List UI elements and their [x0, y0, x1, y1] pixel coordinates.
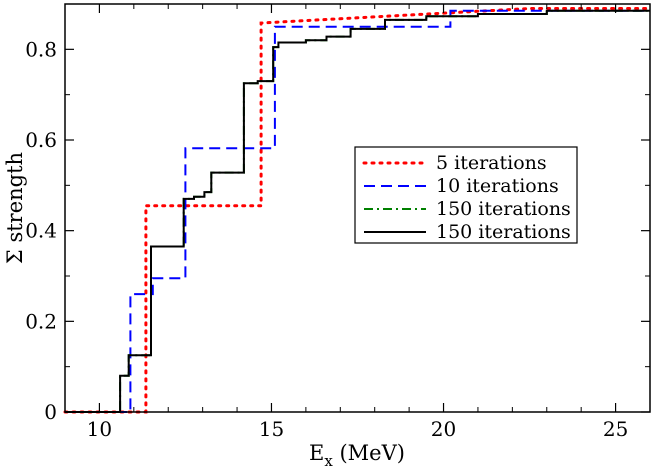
legend-label-1: 5 iterations	[436, 152, 547, 174]
y-tick-label: 0.2	[25, 309, 57, 333]
tick-labels: 10 15 20 25 0 0.2 0.4 0.6 0.8	[25, 37, 628, 441]
legend-label-4: 150 iterations	[436, 221, 571, 243]
y-tick-label: 0.6	[25, 128, 57, 152]
legend-box	[354, 146, 578, 244]
plot-series	[63, 7, 652, 414]
plot-frame	[64, 3, 651, 413]
y-tick-label: 0	[44, 400, 57, 424]
x-tick-label: 20	[431, 417, 456, 441]
x-tick-label: 25	[603, 417, 628, 441]
x-tick-label: 15	[259, 417, 284, 441]
series-line-2	[65, 9, 650, 413]
x-axis-label: Ex (MeV)	[309, 441, 405, 469]
y-tick-label: 0.8	[25, 37, 57, 61]
y-axis-label: Σ strength	[3, 152, 27, 264]
x-axis-label-main: E	[309, 441, 324, 465]
axis-ticks	[64, 4, 651, 413]
legend-label-2: 10 iterations	[436, 175, 559, 197]
x-axis-label-sub: x	[324, 452, 333, 469]
series-line-4	[65, 9, 650, 413]
legend-label-3: 150 iterations	[436, 198, 571, 220]
x-axis-label-unit: (MeV)	[333, 441, 405, 465]
y-tick-label: 0.4	[25, 219, 57, 243]
x-tick-label: 10	[87, 417, 112, 441]
